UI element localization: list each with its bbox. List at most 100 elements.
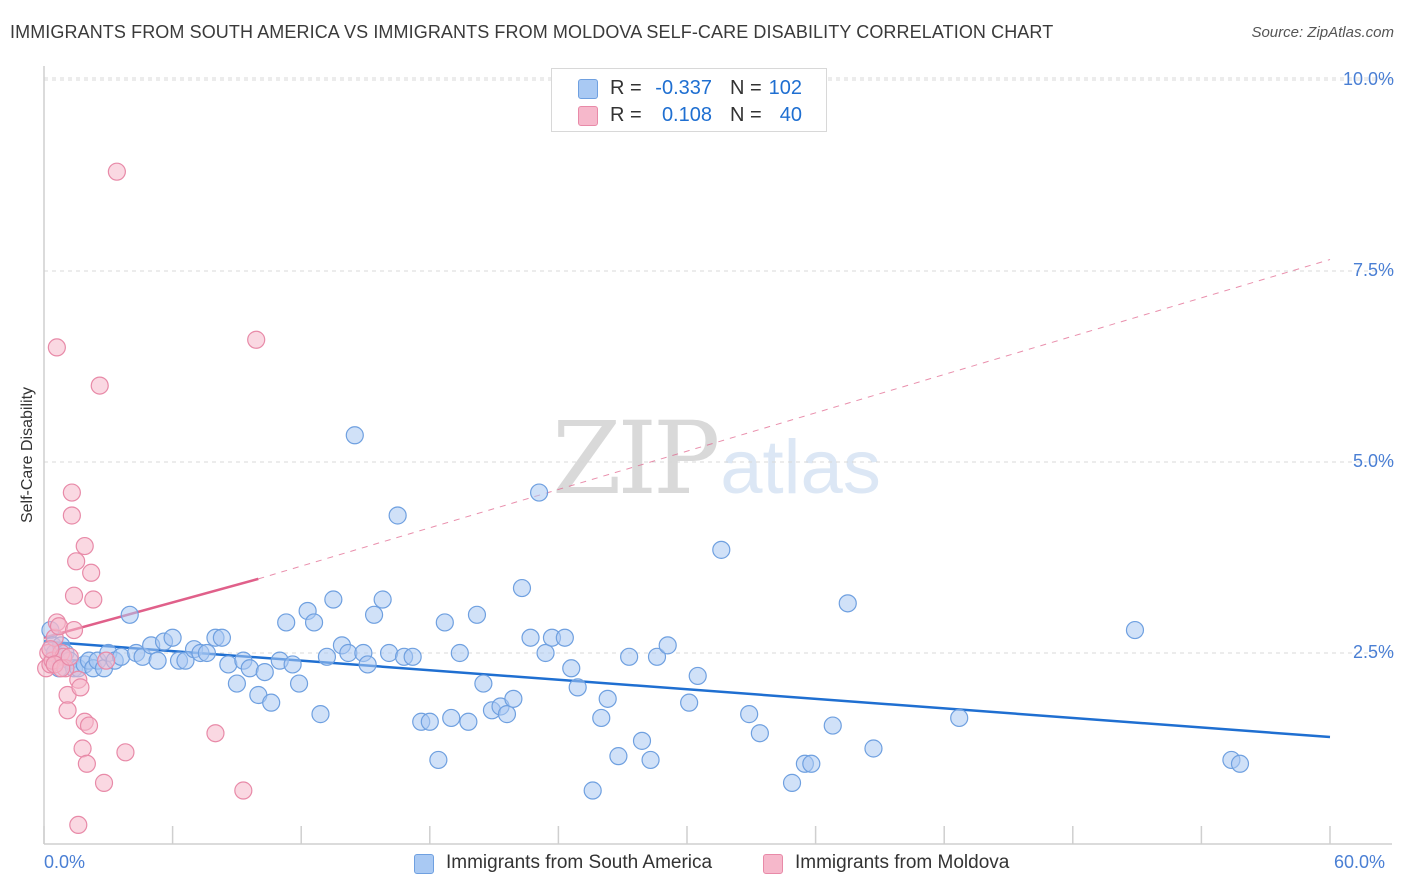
data-point-south-america — [467, 605, 487, 624]
axes — [43, 66, 1392, 845]
data-point-south-america — [740, 705, 759, 724]
data-point-moldova — [62, 506, 81, 525]
data-point-south-america — [864, 739, 883, 758]
data-point-south-america — [388, 506, 407, 525]
data-point-south-america — [317, 647, 337, 666]
data-point-south-america — [647, 647, 667, 666]
data-point-moldova — [71, 678, 90, 697]
data-point-south-america — [530, 483, 549, 502]
legend-r-value: -0.337 — [655, 77, 712, 99]
data-point-moldova — [82, 563, 101, 582]
data-point-south-america — [609, 747, 628, 766]
data-point-south-america — [289, 674, 309, 693]
data-point-moldova — [69, 815, 88, 835]
data-point-moldova — [64, 620, 84, 640]
data-point-south-america — [1230, 754, 1250, 773]
data-point-south-america — [750, 724, 769, 743]
x-tick-marks — [43, 826, 1331, 844]
data-point-south-america — [120, 605, 139, 624]
data-point-moldova — [90, 376, 109, 395]
data-point-moldova — [47, 338, 66, 357]
data-point-south-america — [497, 705, 517, 724]
data-point-south-america — [950, 708, 969, 728]
data-point-moldova — [247, 330, 266, 349]
data-point-moldova — [60, 647, 79, 666]
data-point-south-america — [562, 659, 581, 678]
data-point-south-america — [555, 628, 574, 647]
data-point-south-america — [450, 643, 469, 663]
data-point-moldova — [107, 162, 126, 181]
data-point-south-america — [163, 628, 182, 647]
data-point-south-america — [212, 628, 231, 647]
legend-n-label: N = — [730, 104, 762, 126]
data-point-south-america — [459, 712, 478, 731]
source-label: Source: ZipAtlas.com — [1251, 24, 1394, 41]
data-point-moldova — [62, 483, 81, 502]
y-tick-label: 10.0% — [1342, 69, 1394, 89]
correlation-legend: R = -0.337 N = 102 R = 0.108 N = 40 — [551, 68, 827, 132]
data-point-moldova — [75, 536, 94, 556]
data-point-south-america — [598, 689, 617, 708]
data-point-south-america — [688, 666, 707, 686]
data-point-moldova — [49, 617, 69, 636]
legend-n-label: N = — [730, 77, 762, 99]
data-point-south-america — [420, 712, 439, 731]
data-point-moldova — [67, 552, 86, 571]
data-point-moldova — [77, 754, 96, 773]
legend-swatch-blue — [414, 854, 434, 874]
legend-n-value: 40 — [779, 104, 802, 126]
data-point-south-america — [373, 590, 392, 609]
data-point-moldova — [97, 651, 116, 670]
data-point-south-america — [592, 708, 611, 728]
legend-label: Immigrants from Moldova — [795, 852, 1010, 873]
data-point-south-america — [782, 773, 802, 792]
data-point-south-america — [435, 613, 454, 632]
data-point-south-america — [442, 708, 461, 728]
data-point-south-america — [838, 594, 857, 613]
data-point-south-america — [304, 613, 324, 632]
watermark: ZIPatlas — [552, 400, 881, 517]
legend-r-label: R = — [610, 104, 642, 126]
y-tick-label: 5.0% — [1352, 451, 1394, 471]
watermark-atlas: atlas — [720, 425, 881, 510]
watermark-zip: ZIP — [552, 400, 720, 517]
data-point-south-america — [324, 590, 343, 609]
data-point-moldova — [206, 724, 225, 743]
data-point-south-america — [345, 426, 364, 445]
data-point-south-america — [632, 731, 652, 750]
legend-swatch-pink — [763, 854, 783, 874]
legend-n-value: 102 — [768, 77, 802, 99]
y-axis-label: Self-Care Disability — [19, 386, 36, 524]
y-tick-label: 2.5% — [1352, 642, 1394, 662]
data-point-south-america — [823, 716, 842, 735]
legend-r-label: R = — [610, 77, 642, 99]
data-point-moldova — [84, 590, 103, 609]
data-point-moldova — [73, 739, 92, 758]
data-point-south-america — [358, 655, 377, 674]
data-point-south-america — [521, 628, 540, 647]
data-point-south-america — [197, 643, 216, 663]
legend-swatch-pink — [578, 106, 598, 126]
data-point-south-america — [277, 613, 296, 632]
data-point-south-america — [658, 636, 677, 655]
data-point-south-america — [512, 578, 532, 598]
data-point-south-america — [504, 689, 523, 708]
data-point-south-america — [240, 659, 259, 678]
data-point-moldova — [116, 743, 135, 762]
data-point-south-america — [568, 678, 587, 697]
data-point-south-america — [712, 540, 731, 559]
data-point-south-america — [311, 705, 330, 724]
data-point-south-america — [680, 693, 699, 712]
legend-r-value: 0.108 — [661, 104, 712, 126]
data-point-south-america — [536, 643, 555, 663]
data-point-south-america — [620, 647, 639, 666]
legend-label: Immigrants from South America — [446, 852, 713, 873]
x-tick-label-right: 60.0% — [1334, 852, 1386, 872]
data-points — [37, 162, 1250, 835]
data-point-south-america — [364, 605, 384, 624]
data-point-south-america — [112, 647, 131, 666]
data-point-south-america — [283, 655, 302, 674]
data-point-south-america — [1125, 620, 1145, 640]
data-point-south-america — [148, 651, 167, 670]
